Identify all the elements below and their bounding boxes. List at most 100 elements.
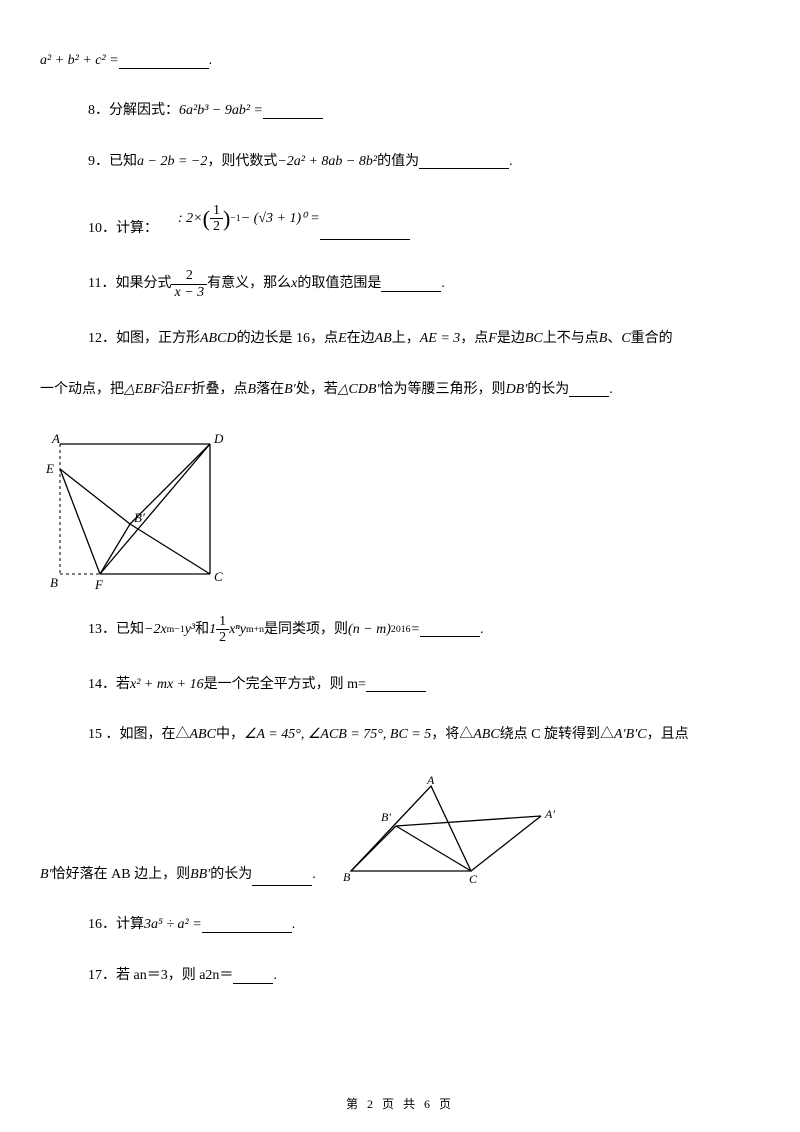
EF: EF xyxy=(174,379,191,401)
q-number: 15 ． xyxy=(88,724,120,746)
t2: 是一个完全平方式，则 m= xyxy=(204,674,366,696)
t: 恰为等腰三角形，则 xyxy=(380,379,506,401)
E: E xyxy=(338,328,347,350)
expr: a² + b² + c² = xyxy=(40,50,119,72)
rest: − (√3 + 1)⁰ = xyxy=(241,208,320,230)
t: 绕点 C 旋转得到△ xyxy=(500,724,614,746)
triangle-diagram: A B C B′ A′ xyxy=(331,776,561,886)
bbp: BB′ xyxy=(190,864,210,886)
question-11: 11． 如果分式 2 x − 3 有意义，那么 x 的取值范围是 . xyxy=(40,268,760,300)
Bp: B′ xyxy=(284,379,296,401)
question-12-line2: 一个动点，把 △EBF 沿 EF 折叠，点 B 落在 B′ 处，若 △CDB′ … xyxy=(40,379,760,401)
t: ，将△ xyxy=(431,724,473,746)
svg-text:E: E xyxy=(45,461,54,476)
period: . xyxy=(292,914,296,936)
blank xyxy=(119,54,209,69)
q-number: 10． xyxy=(88,218,116,240)
res: (n − m) xyxy=(348,619,391,641)
q-label: 计算： xyxy=(116,218,158,240)
q-number: 8． xyxy=(88,100,109,122)
t: 的边长是 16，点 xyxy=(237,328,339,350)
t1: 计算 xyxy=(116,914,144,936)
svg-text:D: D xyxy=(213,431,224,446)
t1: 若 xyxy=(116,674,130,696)
q-number: 9． xyxy=(88,151,109,173)
period: . xyxy=(209,50,213,72)
blank xyxy=(233,969,273,984)
C: C xyxy=(621,328,630,350)
period: . xyxy=(441,273,445,295)
coef-frac: 12 xyxy=(216,614,229,646)
q-number: 16． xyxy=(88,914,116,936)
question-15-line2: B′ 恰好落在 AB 边上，则 BB′ 的长为 . A B C B′ A′ xyxy=(40,776,760,886)
expr: x² + mx + 16 xyxy=(130,674,204,696)
t: 如图，正方形 xyxy=(116,328,200,350)
t2: 和 xyxy=(195,619,209,641)
cond: ∠A = 45°, ∠ACB = 75°, BC = 5 xyxy=(244,724,431,746)
t: 重合的 xyxy=(631,328,673,350)
expr: 3a⁵ ÷ a² = xyxy=(144,914,202,936)
BC: BC xyxy=(525,328,543,350)
question-17: 17． 若 an＝3，则 a2n＝ . xyxy=(40,965,760,987)
t: ，点 xyxy=(460,328,488,350)
fraction: 2 x − 3 xyxy=(171,268,207,300)
question-12-line1: 12． 如图，正方形 ABCD 的边长是 16，点 E 在边 AB 上， AE … xyxy=(40,328,760,350)
t: 在边 xyxy=(347,328,375,350)
mixed-int: 1 xyxy=(209,619,216,641)
t1: 已知 xyxy=(109,151,137,173)
exp: −1 xyxy=(230,211,240,227)
q-label: 分解因式： xyxy=(109,100,179,122)
question-8: 8． 分解因式： 6a²b³ − 9ab² = xyxy=(40,100,760,122)
expr: −2a² + 8ab − 8b² xyxy=(277,151,377,173)
page-content: a² + b² + c² = . 8． 分解因式： 6a²b³ − 9ab² =… xyxy=(0,0,800,1055)
t: 上， xyxy=(392,328,420,350)
svg-text:B: B xyxy=(343,870,351,884)
pre: : 2× xyxy=(178,208,203,230)
e2: xⁿy xyxy=(229,619,246,641)
q-number: 13． xyxy=(88,619,116,641)
svg-text:A: A xyxy=(426,776,435,787)
period: . xyxy=(312,864,316,886)
question-14: 14． 若 x² + mx + 16 是一个完全平方式，则 m= xyxy=(40,674,760,696)
period: . xyxy=(509,151,513,173)
blank xyxy=(419,154,509,169)
e1: −2x xyxy=(144,619,167,641)
t2: ，则代数式 xyxy=(207,151,277,173)
t: 上不与点 xyxy=(543,328,599,350)
cond: a − 2b = −2 xyxy=(137,151,207,173)
B: B xyxy=(599,328,608,350)
blank xyxy=(366,677,426,692)
t3: 是同类项，则 xyxy=(264,619,348,641)
abcd: ABCD xyxy=(200,328,237,350)
svg-text:A′: A′ xyxy=(544,807,555,821)
blank xyxy=(252,871,312,886)
t: 折叠，点 xyxy=(192,379,248,401)
t: 恰好落在 AB 边上，则 xyxy=(52,864,190,886)
square-diagram: A D E B F C B′ xyxy=(40,429,230,594)
t3: 的值为 xyxy=(377,151,419,173)
period: . xyxy=(480,619,484,641)
eq: = xyxy=(411,619,420,641)
t: 落在 xyxy=(256,379,284,401)
t: 、 xyxy=(607,328,621,350)
page-footer: 第 2 页 共 6 页 xyxy=(0,1095,800,1114)
t1: 已知 xyxy=(116,619,144,641)
half-frac: 1 2 xyxy=(210,203,223,235)
period: . xyxy=(609,379,613,401)
blank xyxy=(263,104,323,119)
t3: 的取值范围是 xyxy=(297,273,381,295)
blank xyxy=(420,622,480,637)
t: 中， xyxy=(216,724,244,746)
question-15-line1: 15 ． 如图，在△ ABC 中， ∠A = 45°, ∠ACB = 75°, … xyxy=(40,724,760,746)
t: ，且点 xyxy=(647,724,689,746)
question-16: 16． 计算 3a⁵ ÷ a² = . xyxy=(40,914,760,936)
q-number: 14． xyxy=(88,674,116,696)
svg-text:B′: B′ xyxy=(134,510,145,525)
t: 一个动点，把 xyxy=(40,379,124,401)
question-10: 10． 计算： : 2× ( 1 2 ) −1 − (√3 + 1)⁰ = xyxy=(40,201,760,240)
q-number: 17． xyxy=(88,965,116,987)
t: 的长为 xyxy=(527,379,569,401)
expr: 6a²b³ − 9ab² = xyxy=(179,100,263,122)
t: 处，若 xyxy=(296,379,338,401)
footer-text: 第 2 页 共 6 页 xyxy=(346,1097,454,1111)
